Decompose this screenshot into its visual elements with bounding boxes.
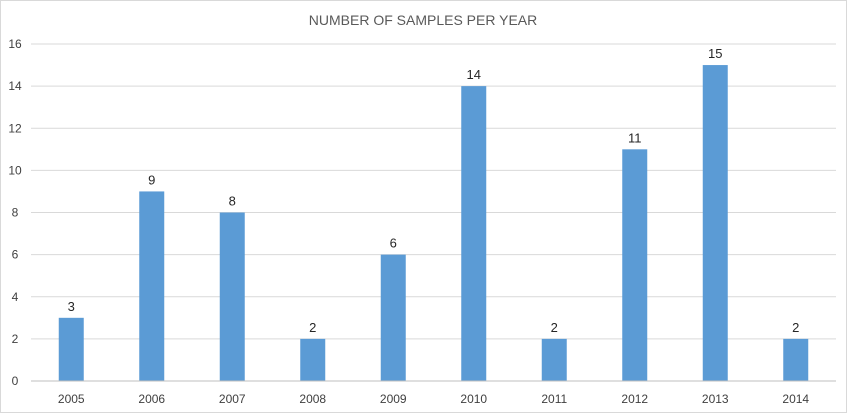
y-axis: 0 2 4 6 8 10 12 14 16 [8,37,22,388]
y-tick-label: 0 [12,374,19,388]
bar [541,338,567,381]
y-tick-label: 14 [8,79,22,93]
y-tick-label: 16 [8,37,22,51]
bar [300,338,326,381]
x-tick-label: 2005 [58,392,85,406]
bar [461,86,487,381]
y-tick-label: 8 [12,206,19,220]
data-label: 15 [708,46,722,61]
bar [783,338,809,381]
x-tick-label: 2009 [380,392,407,406]
bar [622,149,648,381]
x-tick-label: 2012 [621,392,648,406]
bar [702,65,728,381]
x-tick-label: 2007 [219,392,246,406]
gridlines [31,43,836,340]
x-tick-label: 2010 [460,392,487,406]
y-tick-label: 12 [8,121,22,135]
bar [139,191,165,381]
data-label: 14 [467,67,481,82]
data-label: 8 [229,194,236,209]
data-label: 6 [390,236,397,251]
y-tick-label: 4 [12,290,19,304]
data-label: 3 [68,299,75,314]
x-axis: 2005 2006 2007 2008 2009 2010 2011 2012 2013 2014 [31,380,836,406]
chart-title: NUMBER OF SAMPLES PER YEAR [309,12,537,28]
x-tick-label: 2008 [299,392,326,406]
bar [58,317,84,381]
data-label: 11 [628,130,642,145]
data-label: 2 [551,320,558,335]
bars [58,65,809,381]
data-label: 9 [148,172,155,187]
bar [380,254,406,381]
y-tick-label: 10 [8,163,22,177]
x-tick-label: 2011 [541,392,567,406]
data-label: 2 [309,320,316,335]
bar [219,212,245,381]
y-tick-label: 2 [12,332,19,346]
x-tick-label: 2014 [782,392,809,406]
x-tick-label: 2013 [702,392,729,406]
x-tick-label: 2006 [138,392,165,406]
data-label: 2 [792,320,799,335]
y-tick-label: 6 [12,248,19,262]
